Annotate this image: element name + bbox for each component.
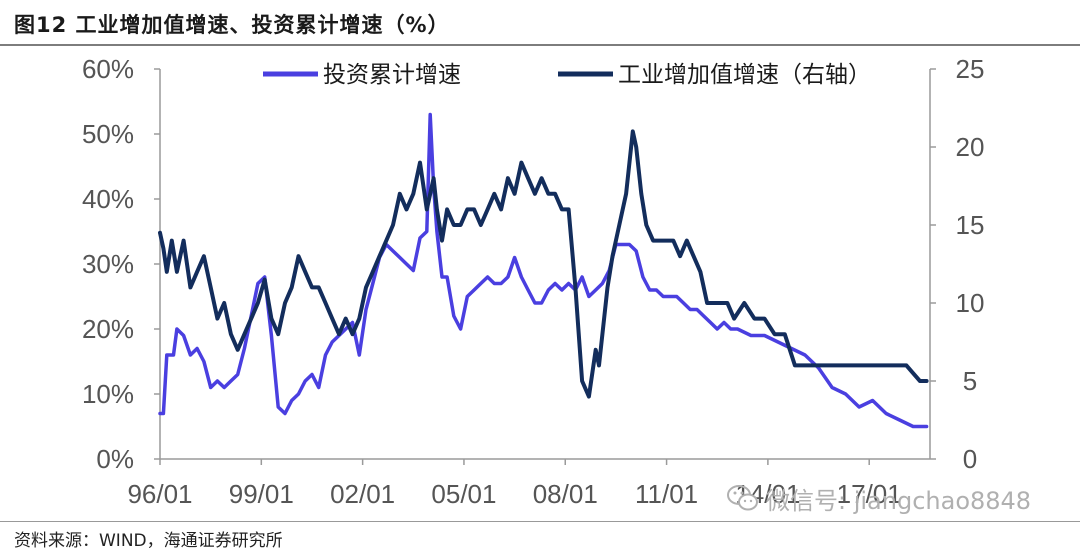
wechat-icon xyxy=(727,485,758,511)
left-tick-label: 20% xyxy=(82,314,134,344)
x-tick-label: 05/01 xyxy=(431,479,496,509)
title-bar: 图12 工业增加值增速、投资累计增速（%） xyxy=(0,0,1080,44)
left-tick-label: 0% xyxy=(96,444,134,474)
x-tick-label: 17/01 xyxy=(837,479,902,509)
x-tick-label: 08/01 xyxy=(533,479,598,509)
watermark: 微信号: jiangchao8848 xyxy=(726,478,1031,518)
watermark-text: 微信号: jiangchao8848 xyxy=(766,486,1032,515)
left-tick-label: 40% xyxy=(82,184,134,214)
right-tick-label: 25 xyxy=(956,54,985,84)
left-tick-label: 10% xyxy=(82,379,134,409)
left-tick-label: 30% xyxy=(82,249,134,279)
x-tick-label: 02/01 xyxy=(330,479,395,509)
left-tick-label: 60% xyxy=(82,54,134,84)
line-chart: 0% 10% 20% 30% 40% 50% 60% 0 5 10 15 20 25 96/01 99/01… xyxy=(82,54,985,509)
title-divider xyxy=(0,44,1080,46)
x-tick-label: 11/01 xyxy=(635,479,698,509)
legend-label: 投资累计增速 xyxy=(323,62,461,88)
legend-label: 工业增加值增速（右轴） xyxy=(618,62,871,88)
chart-title: 图12 工业增加值增速、投资累计增速（%） xyxy=(14,13,450,37)
x-tick-label: 96/01 xyxy=(127,479,192,509)
right-tick-label: 20 xyxy=(956,132,985,162)
chart-lines xyxy=(158,112,929,429)
source-divider xyxy=(0,521,1080,522)
right-tick-label: 15 xyxy=(956,210,985,240)
right-tick-label: 0 xyxy=(963,444,977,474)
chart-legend: 投资累计增速 工业增加值增速（右轴） xyxy=(263,62,871,88)
left-tick-label: 50% xyxy=(82,119,134,149)
x-tick-label: 99/01 xyxy=(229,479,294,509)
series-line-industrial-value-added xyxy=(158,129,929,399)
series-line-fixed-investment xyxy=(158,112,929,429)
source-note: 资料来源：WIND，海通证券研究所 xyxy=(14,531,283,551)
right-tick-label: 10 xyxy=(956,288,985,318)
chart-axes: 0% 10% 20% 30% 40% 50% 60% 0 5 10 15 20 25 96/01 99/01… xyxy=(82,54,985,509)
right-tick-label: 5 xyxy=(963,366,977,396)
